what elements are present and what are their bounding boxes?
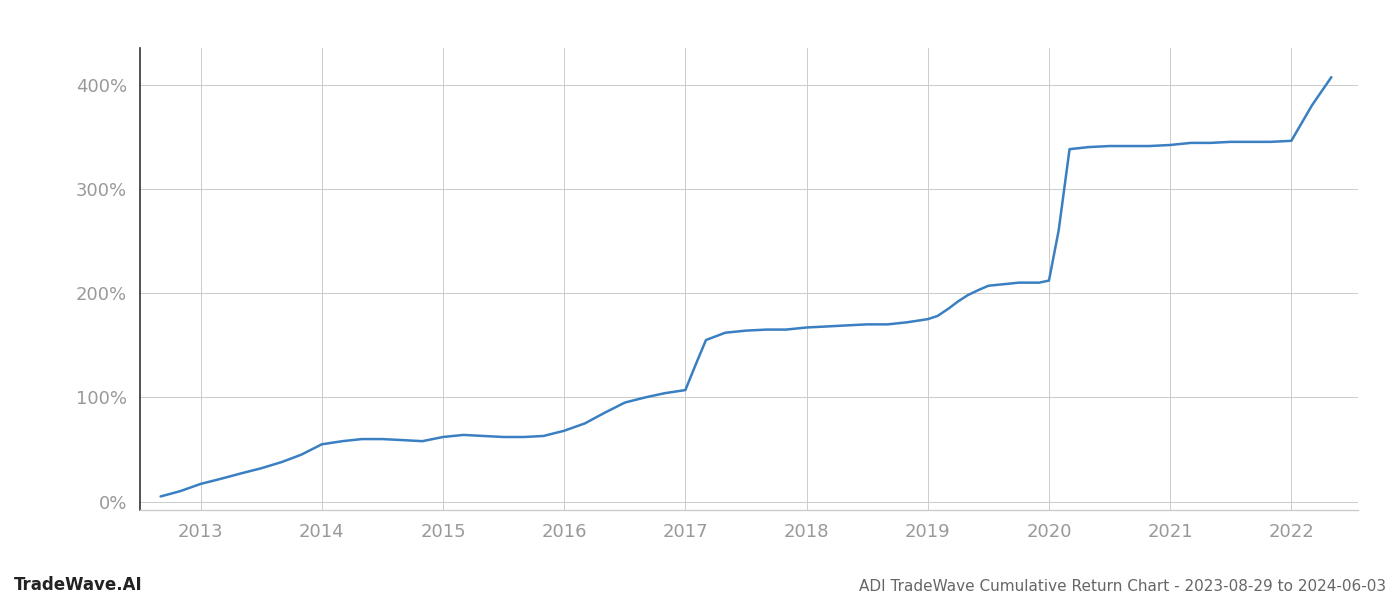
Text: ADI TradeWave Cumulative Return Chart - 2023-08-29 to 2024-06-03: ADI TradeWave Cumulative Return Chart - … [858,579,1386,594]
Text: TradeWave.AI: TradeWave.AI [14,576,143,594]
